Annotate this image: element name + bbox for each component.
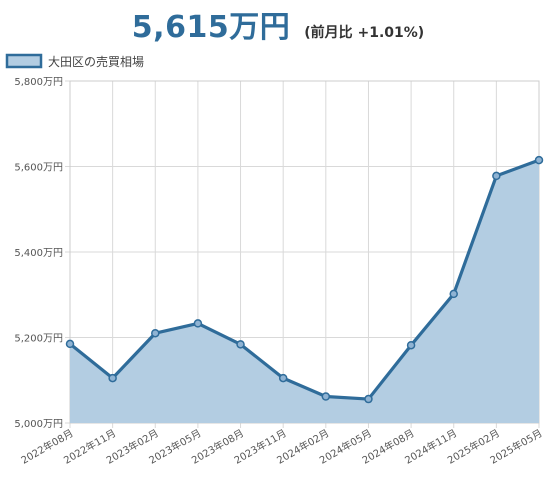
data-point xyxy=(364,394,373,404)
data-point xyxy=(278,373,288,383)
y-tick-label: 5,000万円 xyxy=(14,419,63,430)
y-tick-label: 5,200万円 xyxy=(14,334,63,345)
legend-label: 大田区の売買相場 xyxy=(48,54,144,69)
current-price: 5,615万円 xyxy=(131,10,291,45)
data-point xyxy=(193,319,203,328)
y-tick-label: 5,400万円 xyxy=(14,248,63,259)
data-point xyxy=(492,171,501,181)
data-point xyxy=(236,340,245,349)
series-line xyxy=(68,158,540,401)
data-point xyxy=(449,289,458,299)
data-point xyxy=(406,340,416,350)
data-point xyxy=(108,373,117,383)
data-point xyxy=(151,328,160,338)
data-point xyxy=(321,392,331,401)
month-over-month-change: (前月比 +1.01%) xyxy=(304,25,425,41)
data-point xyxy=(65,339,75,349)
data-point xyxy=(534,155,544,165)
headline: 5,615万円 (前月比 +1.01%) xyxy=(0,2,556,45)
y-tick-label: 5,600万円 xyxy=(14,163,63,174)
legend-swatch xyxy=(5,53,43,69)
y-tick-label: 5,800万円 xyxy=(14,77,63,88)
series-area xyxy=(70,160,539,423)
